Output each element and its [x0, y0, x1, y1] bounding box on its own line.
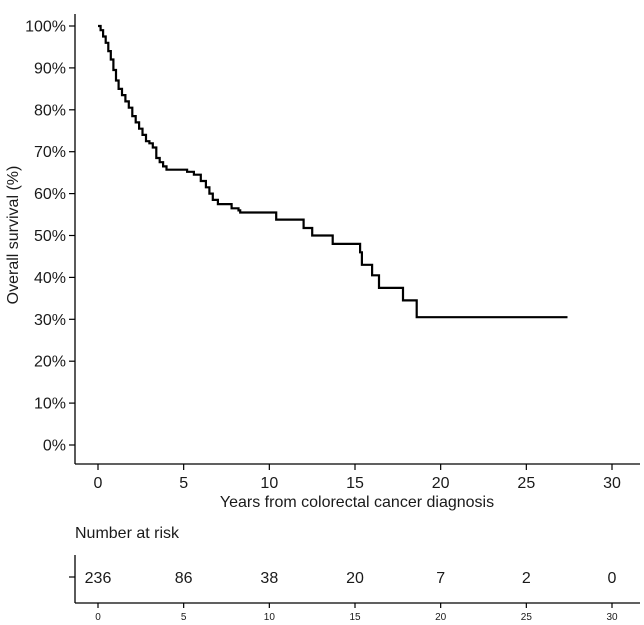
x-tick-label: 10 [260, 475, 278, 492]
x-tick-label: 30 [603, 475, 621, 492]
x-tick-label: 0 [94, 475, 103, 492]
x-tick-label: 5 [179, 475, 188, 492]
y-tick-label: 100% [25, 19, 66, 36]
y-tick-label: 20% [34, 354, 66, 371]
risk-count: 20 [346, 570, 364, 587]
x-tick-label: 20 [432, 475, 450, 492]
y-tick-label: 60% [34, 186, 66, 203]
x-tick-label: 25 [517, 475, 535, 492]
risk-tick-label: 20 [435, 612, 447, 623]
y-tick-label: 90% [34, 60, 66, 77]
x-axis-ticks: 0 5 10 15 20 25 30 [94, 464, 621, 492]
risk-tick-label: 0 [95, 612, 101, 623]
risk-tick-label: 25 [521, 612, 533, 623]
risk-count: 236 [85, 570, 112, 587]
risk-table-title: Number at risk [75, 525, 180, 542]
y-tick-label: 50% [34, 228, 66, 245]
risk-tick-label: 15 [349, 612, 361, 623]
x-tick-label: 15 [346, 475, 364, 492]
risk-tick-label: 30 [606, 612, 618, 623]
risk-tick-label: 10 [264, 612, 276, 623]
y-tick-label: 40% [34, 270, 66, 287]
y-tick-label: 30% [34, 312, 66, 329]
y-tick-label: 0% [43, 438, 66, 455]
risk-values: 236 86 38 20 7 2 0 [85, 570, 617, 587]
y-tick-label: 80% [34, 102, 66, 119]
survival-curve [98, 24, 568, 319]
risk-tick-label: 5 [181, 612, 187, 623]
risk-count: 7 [436, 570, 445, 587]
x-axis-title: Years from colorectal cancer diagnosis [220, 494, 494, 511]
risk-count: 38 [260, 570, 278, 587]
y-axis-title: Overall survival (%) [5, 166, 22, 305]
risk-count: 2 [522, 570, 531, 587]
risk-count: 0 [608, 570, 617, 587]
y-tick-label: 70% [34, 144, 66, 161]
y-axis-ticks: 0% 10% 20% 30% 40% 50% 60% 70% 80% 90% 100% [25, 19, 75, 455]
risk-time-ticks: 0 5 10 15 20 25 30 [95, 603, 618, 623]
risk-count: 86 [175, 570, 193, 587]
main-plot: 0% 10% 20% 30% 40% 50% 60% 70% 80% 90% 100% 0 5 10 15… [25, 14, 640, 492]
risk-table: Number at risk 236 86 38 20 7 2 0 0 5 10 15 20 25 30 [69, 525, 640, 623]
y-tick-label: 10% [34, 396, 66, 413]
